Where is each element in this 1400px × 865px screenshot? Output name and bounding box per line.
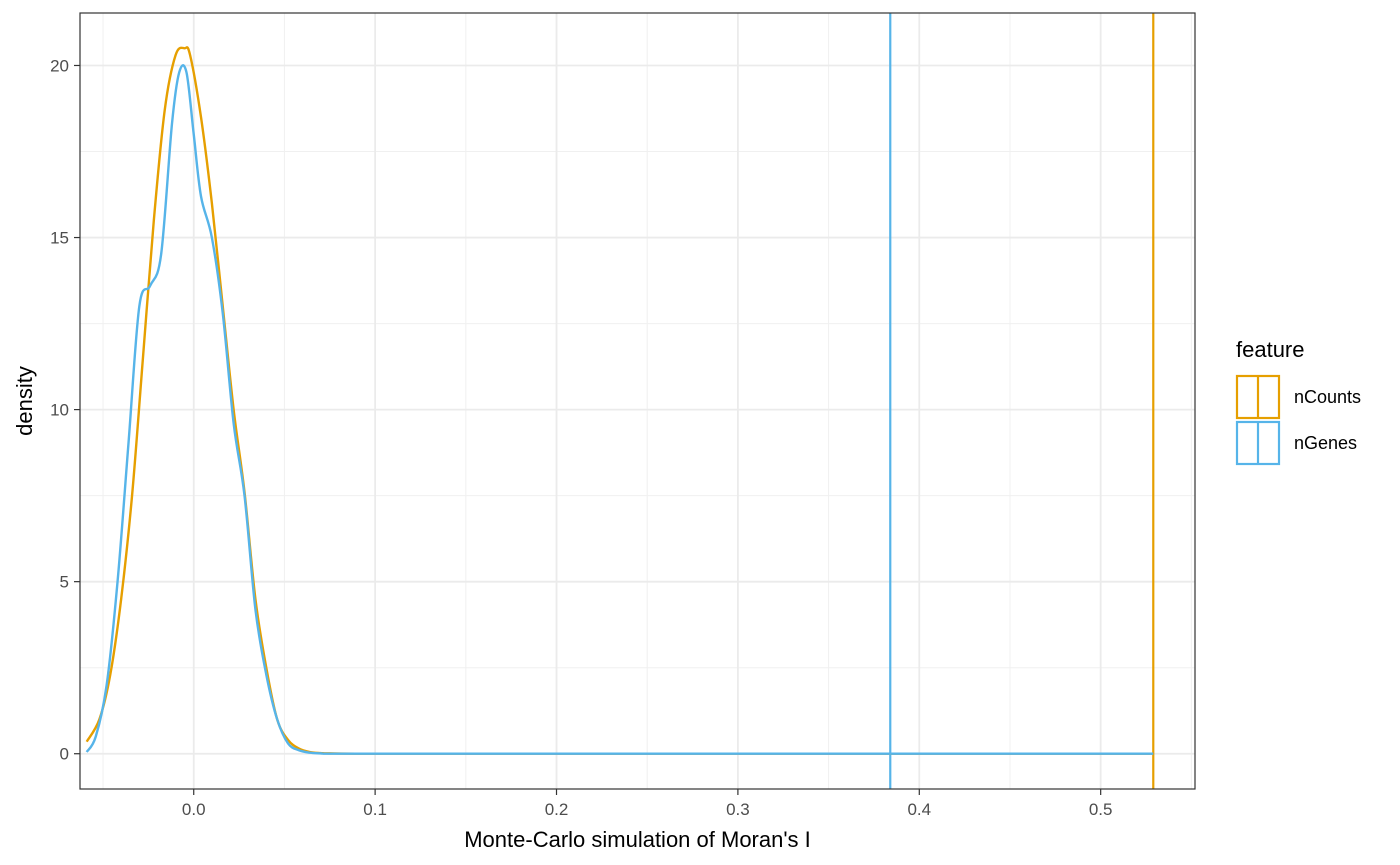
y-axis: 0 5 10 15 20 (50, 56, 80, 764)
x-tick-label: 0.2 (545, 800, 569, 819)
x-tick-label: 0.5 (1089, 800, 1113, 819)
panel-border (79, 12, 1196, 790)
density-curves (85, 46, 1154, 755)
observed-value-lines (889, 13, 1155, 789)
x-tick-label: 0.0 (182, 800, 206, 819)
x-axis: 0.0 0.1 0.2 0.3 0.4 0.5 (182, 789, 1113, 819)
legend: feature nCounts nGenes (1235, 337, 1361, 466)
x-axis-title: Monte-Carlo simulation of Moran's I (464, 827, 811, 852)
minor-gridlines (80, 13, 1195, 789)
y-tick-label: 15 (50, 229, 69, 248)
x-tick-label: 0.1 (363, 800, 387, 819)
x-tick-label: 0.3 (726, 800, 750, 819)
y-tick-label: 0 (60, 745, 69, 764)
x-tick-label: 0.4 (907, 800, 931, 819)
y-tick-label: 10 (50, 401, 69, 420)
legend-title: feature (1236, 337, 1305, 362)
plot-panel (79, 12, 1196, 790)
y-axis-title: density (12, 366, 37, 436)
density-curve-nGenes (85, 64, 1154, 755)
y-tick-label: 5 (60, 573, 69, 592)
y-tick-label: 20 (50, 56, 69, 75)
legend-label-nCounts: nCounts (1294, 387, 1361, 407)
legend-label-nGenes: nGenes (1294, 433, 1357, 453)
